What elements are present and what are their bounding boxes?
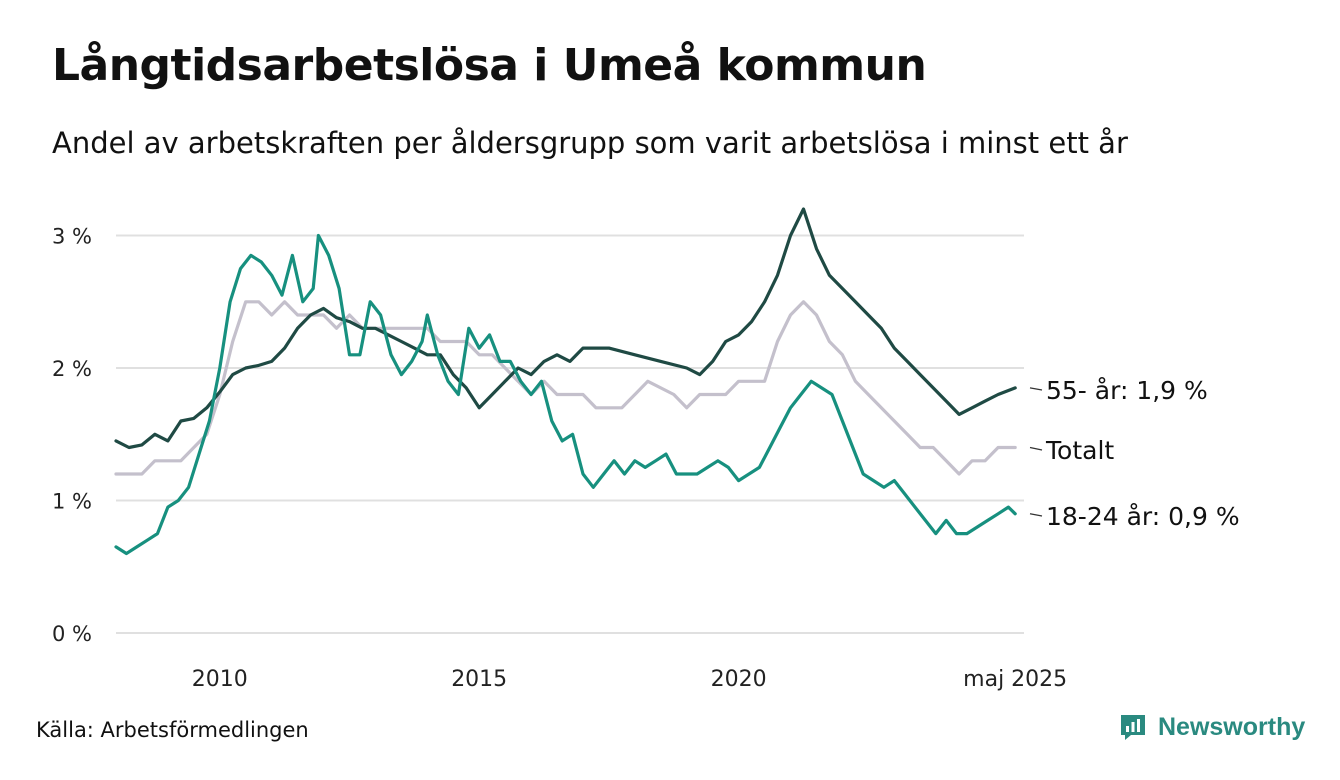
source-note: Källa: Arbetsförmedlingen — [36, 718, 309, 742]
y-axis-tick-labels: 0 % 1 % 2 % 3 % — [52, 225, 92, 647]
newsworthy-logo-icon — [1121, 715, 1145, 740]
series-line-total — [114, 300, 1017, 476]
series-line-s55 — [114, 207, 1017, 450]
y-tick-label: 3 % — [52, 225, 92, 249]
end-label-leader — [1029, 387, 1043, 391]
line-chart: 0 % 1 % 2 % 3 % 2010 2015 2020 maj 2025 55- år… — [52, 207, 1240, 692]
end-label-s55: 55- år: 1,9 % — [1046, 376, 1208, 405]
series-lines — [114, 207, 1017, 556]
chart-title: Långtidsarbetslösa i Umeå kommun — [52, 40, 927, 91]
chart-subtitle: Andel av arbetskraften per åldersgrupp s… — [52, 126, 1128, 160]
x-axis-tick-labels: 2010 2015 2020 maj 2025 — [192, 667, 1067, 692]
x-tick-label: 2020 — [711, 667, 767, 692]
x-tick-label: maj 2025 — [963, 667, 1067, 692]
series-line-s1824 — [114, 233, 1017, 556]
end-label-total: Totalt — [1045, 436, 1114, 465]
x-tick-label: 2015 — [451, 667, 507, 692]
brand-logo: Newsworthy — [1118, 712, 1305, 742]
y-tick-label: 1 % — [52, 490, 92, 514]
end-label-leader — [1029, 513, 1043, 517]
y-tick-label: 2 % — [52, 357, 92, 381]
y-tick-label: 0 % — [52, 622, 92, 646]
x-tick-label: 2010 — [192, 667, 248, 692]
brand-name: Newsworthy — [1158, 712, 1306, 741]
series-end-labels: 55- år: 1,9 % Totalt 18-24 år: 0,9 % — [1029, 376, 1240, 531]
end-label-leader — [1029, 446, 1043, 451]
grid-lines — [116, 234, 1024, 634]
end-label-s1824: 18-24 år: 0,9 % — [1046, 502, 1240, 531]
